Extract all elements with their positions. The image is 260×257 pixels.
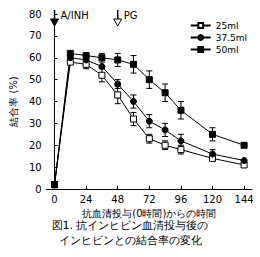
svg-text:20: 20 [29,140,42,151]
svg-text:144: 144 [235,194,254,205]
svg-text:96: 96 [175,194,188,205]
svg-text:0: 0 [51,194,57,205]
svg-text:37.5ml: 37.5ml [216,33,247,43]
svg-text:50: 50 [29,74,42,85]
svg-text:30: 30 [29,118,42,129]
svg-text:120: 120 [203,194,222,205]
svg-text:A/INH: A/INH [61,10,89,21]
svg-text:結合率 (%): 結合率 (%) [8,76,19,128]
svg-text:0: 0 [35,184,41,195]
svg-text:図1. 抗インヒビン血清投与後の: 図1. 抗インヒビン血清投与後の [52,219,209,232]
svg-text:25ml: 25ml [216,21,239,31]
svg-text:50ml: 50ml [216,45,239,55]
svg-text:72: 72 [143,194,156,205]
svg-text:インヒビンとの結合率の変化: インヒビンとの結合率の変化 [59,234,202,247]
svg-text:PG: PG [124,10,138,21]
svg-text:48: 48 [111,194,124,205]
svg-text:10: 10 [29,162,42,173]
svg-text:抗血清投与(0時間)からの時間: 抗血清投与(0時間)からの時間 [82,208,216,219]
svg-text:70: 70 [29,30,42,41]
svg-text:60: 60 [29,52,42,63]
svg-text:40: 40 [29,96,42,107]
svg-text:24: 24 [80,194,93,205]
svg-text:80: 80 [29,9,42,20]
